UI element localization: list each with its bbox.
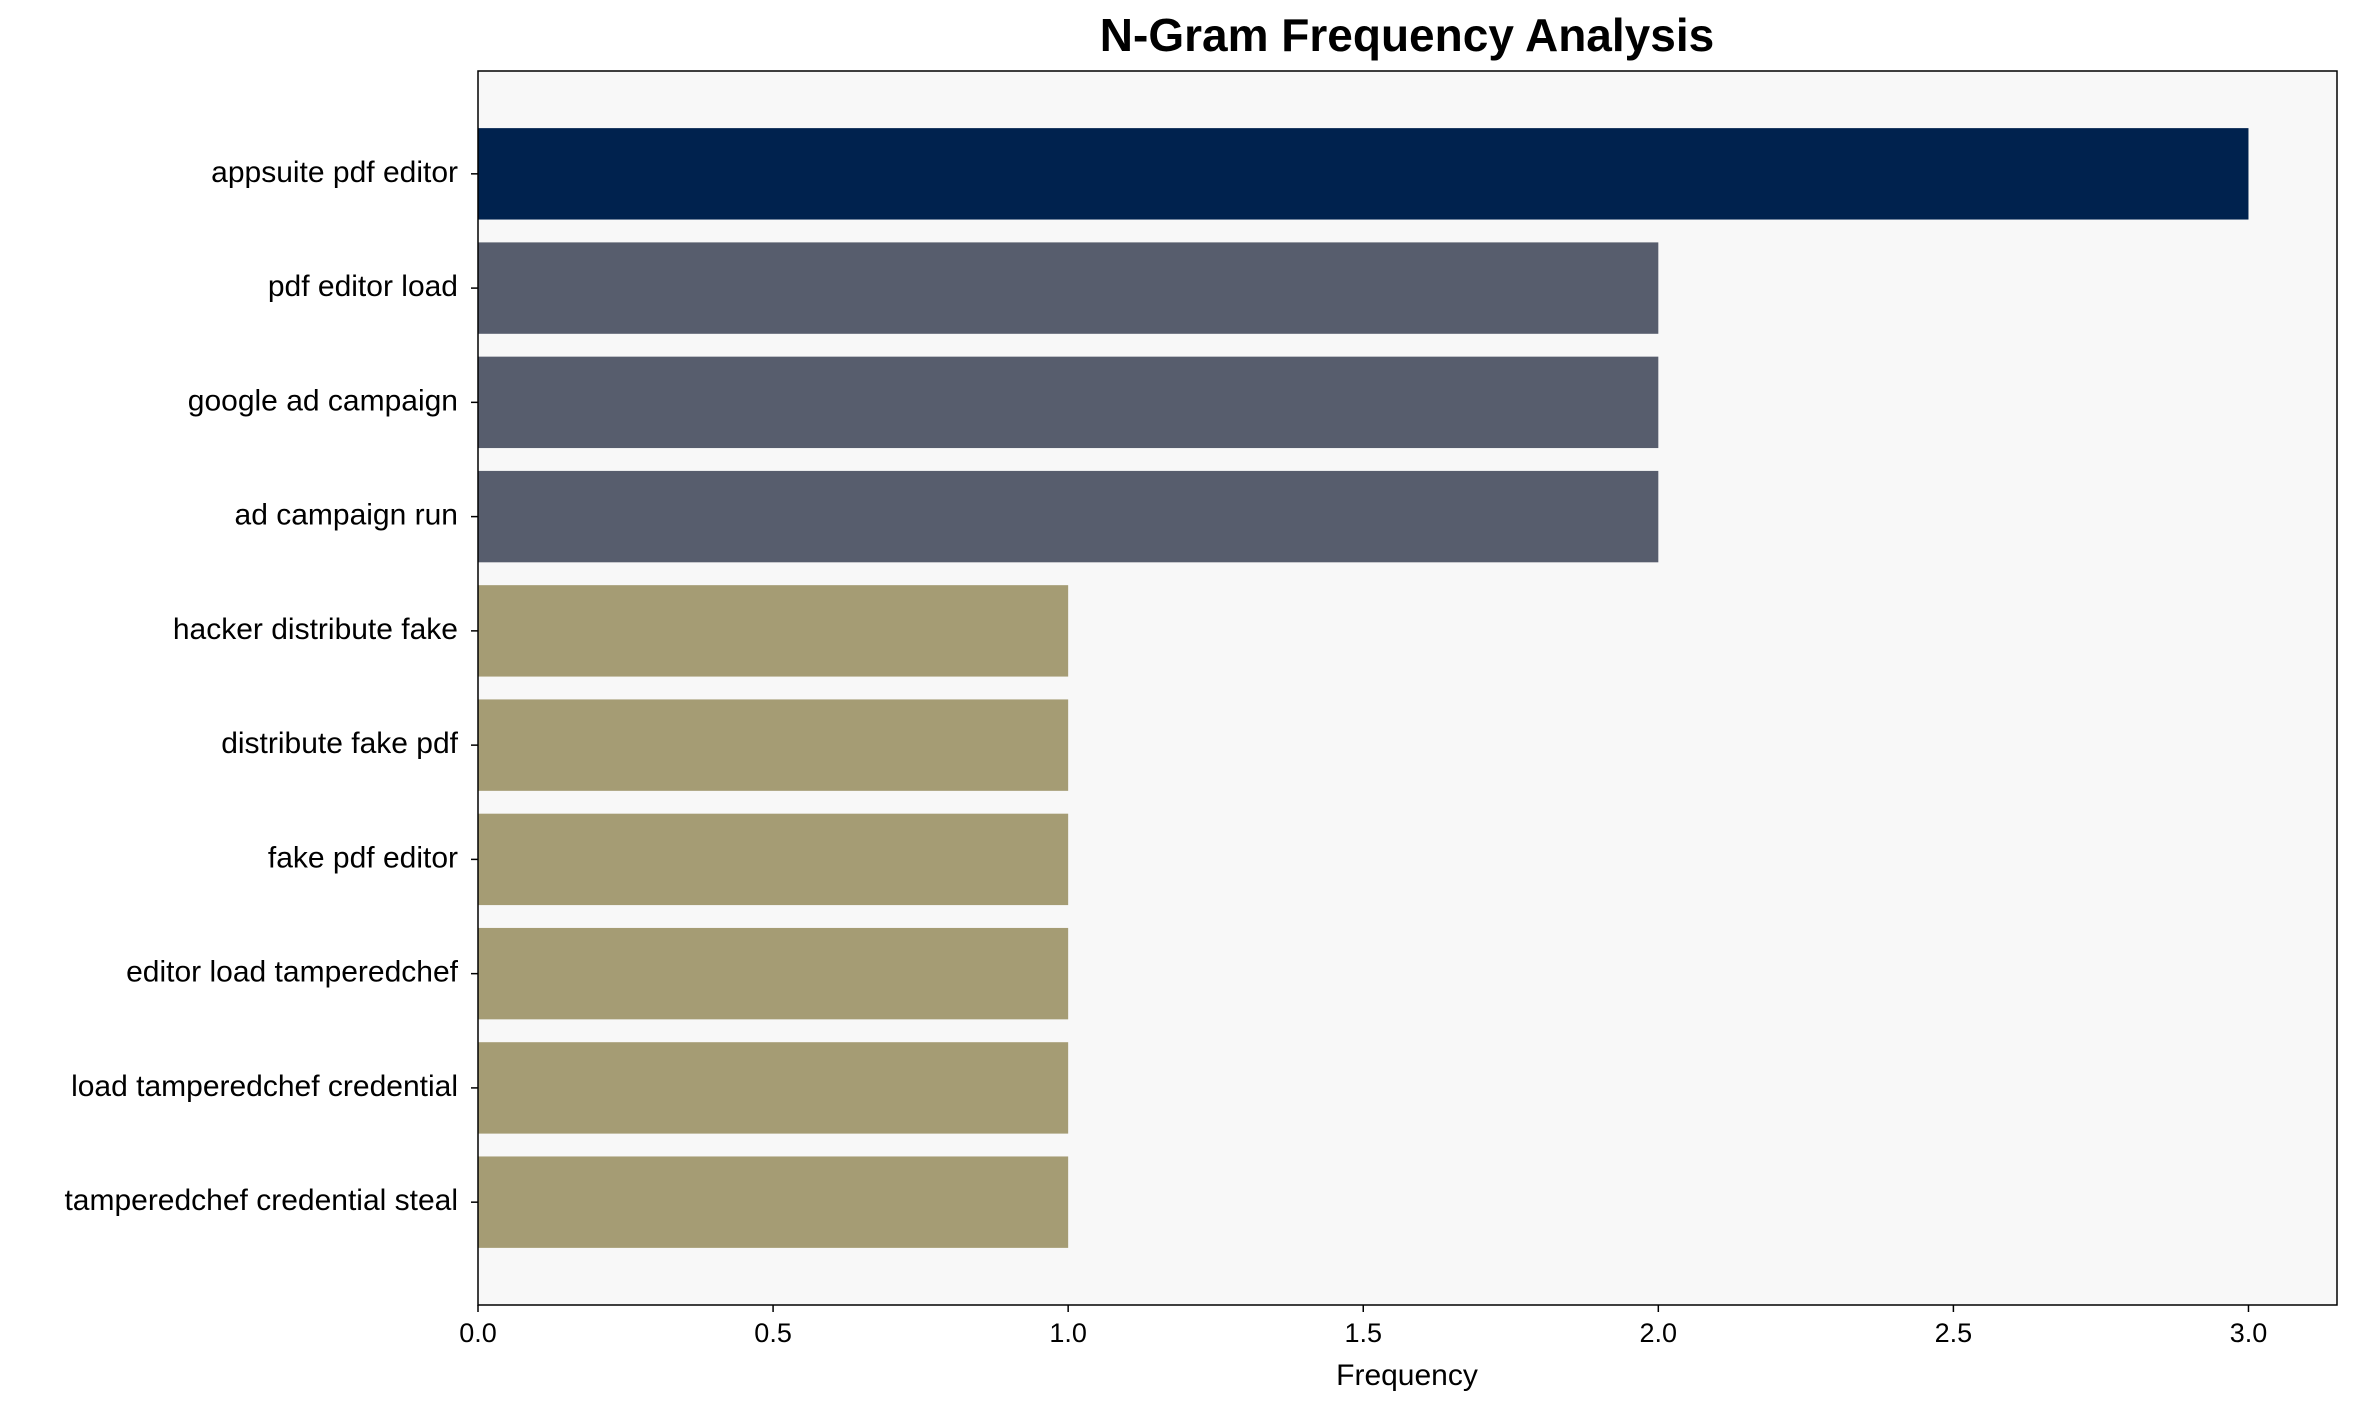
y-tick-label: load tamperedchef credential — [71, 1070, 458, 1103]
x-tick-label: 3.0 — [2230, 1318, 2268, 1348]
y-tick-label: hacker distribute fake — [173, 613, 458, 646]
chart-title: N-Gram Frequency Analysis — [1100, 9, 1714, 61]
bar — [478, 356, 1659, 449]
x-tick-label: 2.5 — [1935, 1318, 1973, 1348]
bar — [478, 1042, 1069, 1134]
bar — [478, 128, 2249, 220]
x-tick-label: 2.0 — [1640, 1318, 1678, 1348]
bar — [478, 1156, 1069, 1248]
x-tick-label: 1.0 — [1049, 1318, 1087, 1348]
x-tick-label: 0.5 — [754, 1318, 792, 1348]
y-tick-label: ad campaign run — [235, 499, 458, 532]
x-axis-label: Frequency — [1336, 1359, 1478, 1392]
bar — [478, 813, 1069, 906]
bar — [478, 699, 1069, 791]
bar — [478, 927, 1069, 1020]
bar — [478, 242, 1659, 334]
plot-frame — [477, 70, 2338, 1306]
bar — [478, 470, 1659, 563]
bar — [478, 585, 1069, 677]
x-tick-label: 1.5 — [1344, 1318, 1382, 1348]
y-tick-label: pdf editor load — [268, 270, 458, 303]
y-tick-label: tamperedchef credential steal — [64, 1184, 458, 1217]
y-tick-label: distribute fake pdf — [221, 727, 458, 760]
x-tick-label: 0.0 — [459, 1318, 497, 1348]
y-tick-label: appsuite pdf editor — [211, 156, 458, 189]
y-tick-label: google ad campaign — [188, 384, 458, 417]
y-tick-label: fake pdf editor — [268, 841, 458, 874]
y-tick-label: editor load tamperedchef — [126, 956, 459, 989]
